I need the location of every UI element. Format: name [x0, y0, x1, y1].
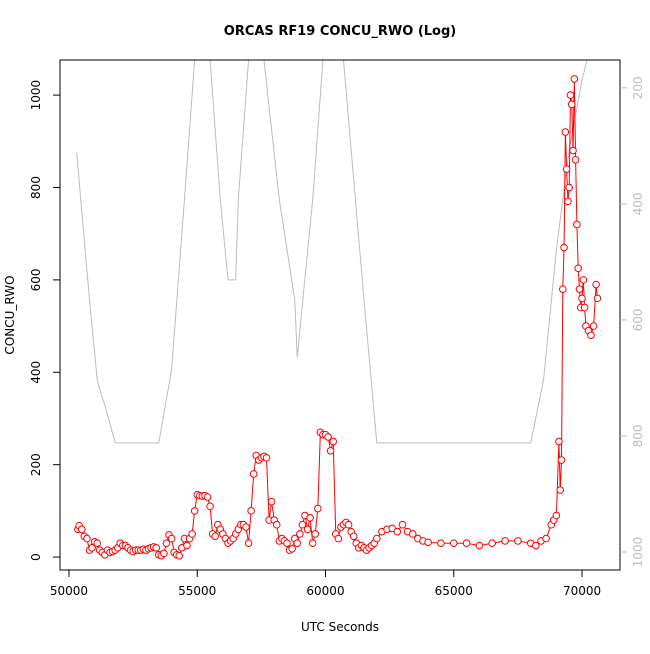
point [449, 539, 458, 548]
x-tick-label: 60000 [306, 584, 344, 598]
y-tick-label: 600 [29, 268, 43, 291]
point [167, 534, 176, 543]
point [329, 437, 338, 446]
point [306, 513, 314, 522]
point [175, 551, 184, 560]
point [580, 303, 589, 312]
point [152, 544, 160, 552]
x-tick-label: 65000 [435, 584, 473, 598]
point [573, 220, 581, 229]
point [206, 502, 214, 511]
point [564, 197, 572, 206]
point [561, 128, 570, 136]
y2-tick-label: 800 [631, 425, 645, 448]
point [93, 539, 101, 548]
point [283, 539, 291, 548]
y-axis-label: CONCU_RWO [3, 275, 17, 354]
point [462, 539, 471, 548]
point [593, 294, 602, 303]
point [571, 155, 580, 164]
point [578, 294, 586, 303]
point [162, 539, 171, 548]
point [488, 539, 497, 548]
chart-title: ORCAS RF19 CONCU_RWO (Log) [224, 24, 456, 39]
point [437, 539, 445, 548]
point [557, 456, 566, 464]
x-axis-label: UTC Seconds [301, 620, 379, 634]
point [560, 243, 568, 252]
point [160, 549, 168, 558]
point [78, 525, 86, 534]
point [398, 520, 407, 529]
y2-tick-label: 200 [631, 76, 645, 99]
point [565, 183, 574, 192]
point [211, 532, 219, 541]
point [574, 264, 582, 273]
point [326, 447, 335, 455]
plot-area [74, 60, 602, 560]
y2-tick-label: 1000 [631, 537, 645, 568]
point [552, 511, 561, 520]
point [247, 507, 255, 515]
y-tick-label: 0 [29, 553, 43, 561]
y2-tick-label: 400 [631, 192, 645, 215]
point [311, 530, 320, 538]
point [579, 276, 588, 284]
point [562, 165, 571, 173]
plot-frame [59, 59, 621, 571]
point [587, 331, 595, 340]
point [183, 541, 191, 550]
point [475, 541, 484, 550]
point [267, 497, 276, 506]
point [308, 539, 317, 548]
point [249, 470, 258, 478]
point [501, 537, 509, 545]
point [314, 504, 322, 513]
point [324, 433, 332, 441]
point [272, 520, 281, 529]
point [575, 285, 584, 293]
y-tick-label: 200 [29, 453, 43, 476]
point [424, 538, 432, 547]
point [262, 453, 271, 462]
point [349, 532, 358, 541]
point [293, 539, 302, 548]
point [408, 530, 417, 538]
point [592, 280, 600, 289]
point [203, 493, 212, 501]
point [393, 527, 402, 536]
point [589, 322, 598, 330]
point [570, 75, 579, 83]
point [296, 530, 304, 538]
y-tick-label: 1000 [29, 80, 43, 111]
point [188, 530, 196, 538]
x-tick-label: 55000 [178, 584, 216, 598]
y-tick-label: 800 [29, 176, 43, 199]
y2-tick-label: 600 [631, 308, 645, 331]
x-tick-label: 70000 [563, 584, 601, 598]
point [566, 91, 575, 99]
point [344, 520, 353, 529]
point [569, 146, 577, 155]
point [288, 544, 296, 553]
point [242, 523, 250, 531]
y-tick-label: 400 [29, 361, 43, 384]
x-tick-label: 50000 [50, 584, 88, 598]
point [532, 541, 540, 550]
point [567, 100, 576, 109]
point [334, 534, 343, 543]
point [556, 486, 565, 494]
point [190, 507, 199, 515]
point [558, 285, 567, 293]
point [542, 534, 550, 543]
point [244, 539, 253, 548]
series-line [76, 60, 588, 444]
point [373, 534, 381, 543]
point [298, 520, 307, 529]
point [555, 437, 563, 446]
point [83, 534, 91, 543]
point [303, 525, 312, 534]
point [514, 537, 522, 545]
